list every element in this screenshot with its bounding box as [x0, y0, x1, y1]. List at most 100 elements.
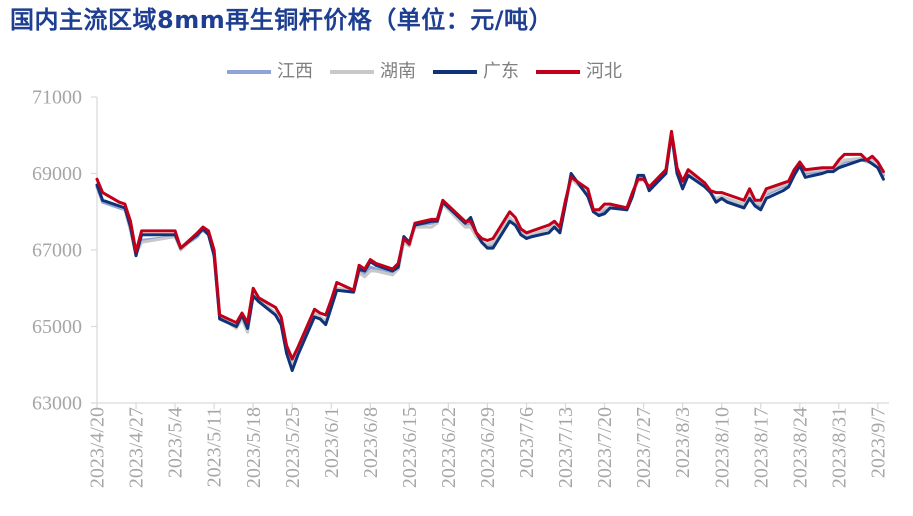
data-point-guangdong [871, 162, 874, 166]
data-point-guangdong [558, 231, 562, 235]
data-point-hebei [859, 153, 863, 156]
data-point-guangdong [486, 246, 489, 250]
data-point-hebei [396, 262, 400, 265]
data-point-hebei [820, 166, 824, 170]
data-point-guangdong [714, 200, 718, 204]
data-point-hebei [597, 208, 601, 212]
data-point-hunan [469, 225, 473, 229]
data-point-hebei [781, 181, 785, 185]
data-point-hebei [792, 168, 796, 171]
data-point-hebei [330, 298, 333, 302]
data-point-hebei [508, 210, 512, 214]
x-tick-label: 2023/5/25 [282, 407, 304, 488]
data-point-guangdong [787, 185, 790, 189]
data-point-hebei [363, 267, 367, 271]
data-point-hebei [480, 237, 484, 240]
data-point-hebei [753, 199, 757, 202]
legend-label-jiangxi: 江西 [277, 61, 313, 82]
data-point-guangdong [820, 172, 824, 175]
data-point-hebei [413, 221, 417, 225]
data-point-hebei [681, 179, 684, 183]
data-point-hebei [352, 288, 355, 292]
x-tick-label: 2023/5/18 [243, 407, 265, 488]
data-point-guangdong [753, 204, 757, 208]
legend-swatch-jiangxi [227, 70, 271, 74]
legend-swatch-hebei [536, 70, 580, 74]
x-tick-label: 2023/7/27 [633, 407, 655, 488]
data-point-guangdong [726, 200, 729, 204]
data-point-hunan [748, 193, 751, 196]
data-point-guangdong [396, 265, 400, 269]
data-point-guangdong [318, 317, 322, 321]
data-point-hebei [519, 227, 523, 231]
x-tick-label: 2023/5/4 [165, 407, 187, 478]
data-point-hebei [843, 153, 846, 156]
data-point-hebei [435, 218, 439, 221]
data-point-guangdong [876, 166, 880, 170]
x-tick-label: 2023/6/1 [321, 407, 343, 478]
data-point-hebei [374, 262, 378, 265]
data-point-hebei [285, 344, 288, 347]
y-tick-label: 69000 [32, 163, 82, 185]
data-point-hebei [491, 237, 495, 240]
legend-item-guangdong: 广东 [433, 61, 519, 83]
data-point-hebei [525, 231, 528, 235]
data-point-hebei [592, 208, 595, 212]
chart-title: 国内主流区域8mm再生铜杆价格（单位：元/吨） [10, 6, 553, 34]
data-point-hebei [207, 229, 210, 233]
data-point-hunan [486, 243, 489, 246]
data-point-hebei [279, 315, 283, 319]
legend: 江西 湖南 广东 河北 [227, 61, 622, 83]
data-point-guangdong [664, 172, 668, 175]
data-point-guangdong [742, 206, 746, 210]
data-point-guangdong [597, 214, 601, 217]
data-point-hebei [787, 179, 790, 183]
data-point-guangdong [642, 174, 645, 177]
data-point-hebei [257, 296, 261, 300]
data-point-hebei [123, 202, 127, 206]
legend-swatch-hunan [330, 70, 374, 74]
data-point-hebei [675, 166, 679, 170]
data-point-hebei [251, 287, 255, 290]
data-point-hebei [486, 239, 489, 242]
data-point-hunan [374, 269, 378, 273]
x-tick-label: 2023/9/7 [867, 407, 889, 478]
data-point-hebei [218, 313, 221, 317]
data-point-hebei [296, 346, 300, 349]
legend-item-hunan: 湖南 [330, 61, 416, 83]
data-point-hebei [324, 313, 328, 317]
x-tick-label: 2023/6/22 [438, 407, 460, 488]
data-point-guangdong [831, 170, 835, 173]
data-point-guangdong [246, 327, 249, 330]
data-point-hebei [714, 191, 718, 194]
data-point-hebei [765, 187, 768, 191]
data-point-guangdong [636, 174, 640, 177]
data-point-guangdong [514, 223, 517, 227]
data-point-guangdong [792, 174, 796, 177]
data-point-hebei [201, 225, 205, 229]
data-point-hebei [831, 166, 835, 170]
x-tick-label: 2023/6/29 [477, 407, 499, 488]
x-tick-label: 2023/8/24 [789, 407, 811, 488]
data-point-hunan [391, 273, 394, 277]
data-point-guangdong [804, 176, 807, 179]
data-point-guangdong [530, 235, 534, 238]
data-point-hebei [134, 250, 138, 254]
data-point-guangdong [335, 288, 339, 292]
data-point-guangdong [686, 174, 690, 177]
data-point-guangdong [843, 164, 846, 168]
data-point-hebei [686, 168, 690, 171]
legend-item-hebei: 河北 [536, 61, 622, 83]
data-point-hebei [179, 246, 182, 250]
data-point-hebei [742, 199, 746, 202]
data-point-guangdong [603, 212, 606, 215]
data-point-hebei [129, 220, 132, 223]
data-point-hebei [603, 202, 606, 206]
data-point-hebei [391, 267, 394, 271]
data-point-hebei [469, 220, 473, 223]
y-tick-label: 63000 [32, 393, 82, 415]
data-point-hebei [664, 168, 668, 171]
data-point-hebei [441, 199, 445, 202]
data-point-guangdong [469, 216, 473, 219]
